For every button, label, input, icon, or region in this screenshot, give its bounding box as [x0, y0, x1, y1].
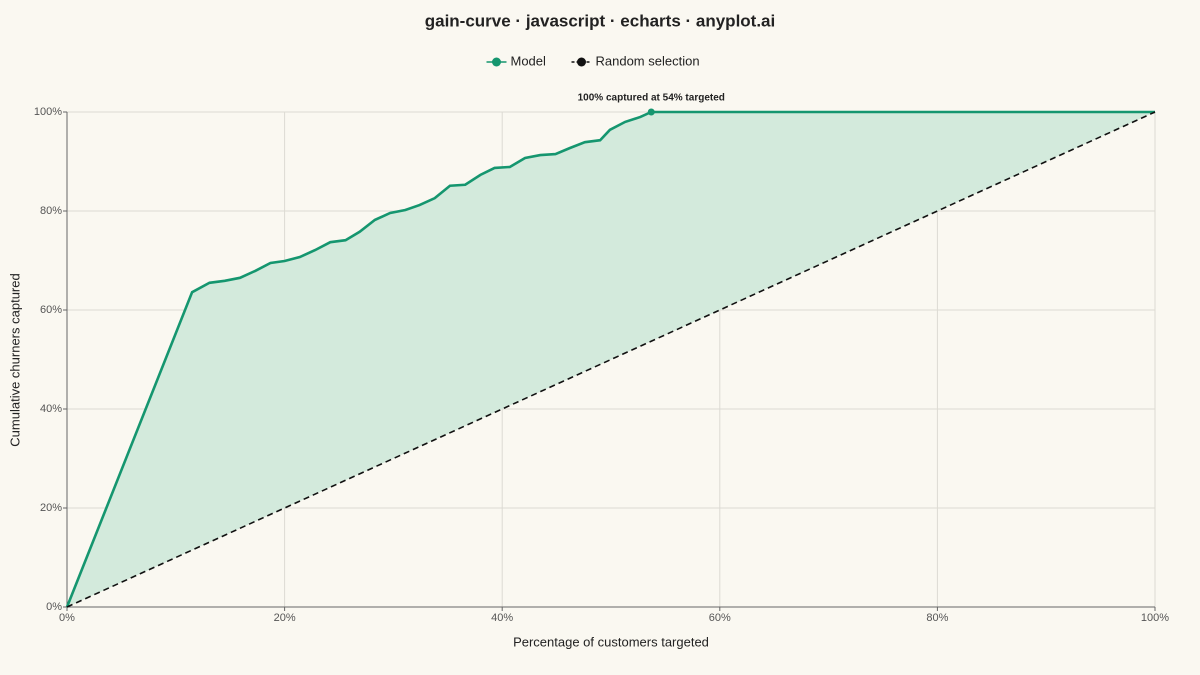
x-tick-label: 60%: [709, 612, 731, 624]
x-tick-label: 20%: [274, 612, 296, 624]
y-tick-label: 40%: [40, 403, 62, 415]
y-axis-label: Cumulative churners captured: [7, 273, 22, 446]
series-line: [65, 110, 1155, 608]
gain-area: [67, 112, 1155, 607]
x-tick-label: 0%: [59, 612, 75, 624]
legend-label: Random selection: [596, 53, 700, 68]
legend-label: Model: [511, 53, 547, 68]
annotation-label: 100% captured at 54% targeted: [578, 93, 725, 104]
x-tick-label: 40%: [491, 612, 513, 624]
x-axis-label: Percentage of customers targeted: [513, 634, 709, 649]
chart-title: gain-curve · javascript · echarts · anyp…: [425, 11, 776, 30]
legend-marker: [577, 57, 586, 67]
x-tick-label: 80%: [926, 612, 948, 624]
y-tick-label: 0%: [46, 601, 62, 613]
y-tick-label: 100%: [34, 106, 62, 118]
legend-marker: [492, 57, 501, 67]
y-tick-label: 60%: [40, 304, 62, 316]
y-tick-label: 80%: [40, 205, 62, 217]
x-tick-label: 100%: [1141, 612, 1169, 624]
y-tick-label: 20%: [40, 502, 62, 514]
annotation-point: [647, 108, 655, 116]
